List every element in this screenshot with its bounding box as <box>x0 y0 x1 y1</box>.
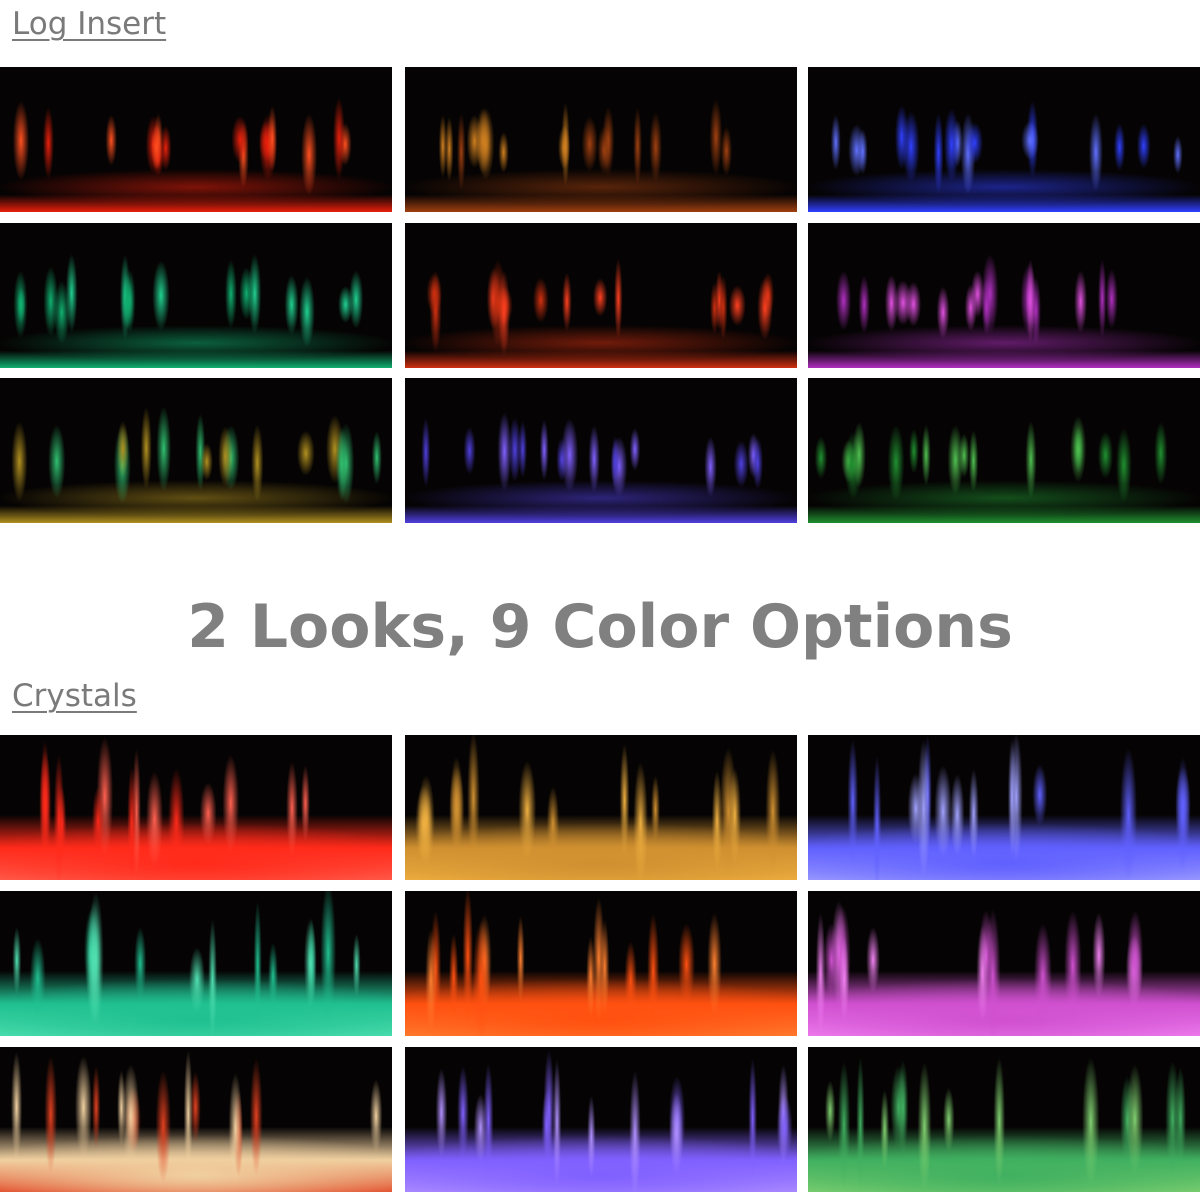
crystal-flame-panel <box>405 891 797 1036</box>
section-label: Crystals <box>12 678 137 714</box>
log-flame-panel <box>405 67 797 212</box>
log-flame-panel <box>0 378 392 523</box>
crystal-flame-panel <box>405 735 797 880</box>
crystal-flame-panel <box>0 735 392 880</box>
crystal-flame-panel <box>405 1047 797 1192</box>
crystal-flame-panel <box>808 1047 1200 1192</box>
log-flame-panel <box>405 378 797 523</box>
section-label: Log Insert <box>12 6 167 42</box>
log-flame-panel <box>0 67 392 212</box>
log-flame-panel <box>808 378 1200 523</box>
log-flame-panel <box>405 223 797 368</box>
crystal-flame-panel <box>0 891 392 1036</box>
headline: 2 Looks, 9 Color Options <box>187 592 1013 662</box>
log-flame-panel <box>808 223 1200 368</box>
log-flame-panel <box>0 223 392 368</box>
crystal-flame-panel <box>808 735 1200 880</box>
crystal-flame-panel <box>0 1047 392 1192</box>
log-flame-panel <box>808 67 1200 212</box>
crystal-flame-panel <box>808 891 1200 1036</box>
